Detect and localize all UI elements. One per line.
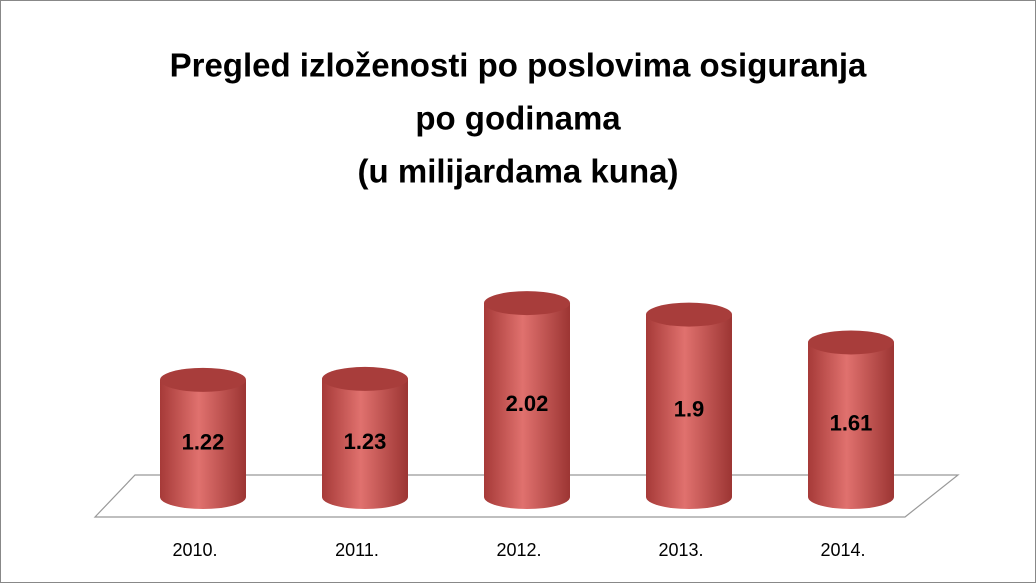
cylinder-top	[808, 330, 894, 355]
chart-title: po godinama	[415, 100, 621, 137]
value-label: 1.22	[182, 429, 225, 454]
x-tick-label: 2014.	[820, 540, 865, 560]
x-tick-label: 2012.	[496, 540, 541, 560]
value-label: 1.61	[830, 411, 873, 436]
cylinder	[322, 366, 408, 509]
x-tick-label: 2013.	[658, 540, 703, 560]
plot-area: 1.22 2010. 1.23 2011. 2.02 2012. 1.9 2013. 1.61 2…	[160, 291, 894, 560]
cylinder-top	[484, 291, 570, 316]
cylinder	[484, 291, 570, 509]
cylinder	[160, 367, 246, 509]
value-label: 1.23	[344, 429, 387, 454]
x-tick-label: 2010.	[172, 540, 217, 560]
x-tick-label: 2011.	[335, 540, 379, 560]
cylinder-body	[808, 342, 894, 509]
chart-title: (u milijardama kuna)	[358, 153, 679, 190]
value-label: 2.02	[506, 391, 549, 416]
cylinder-body	[484, 303, 570, 509]
cylinder-body	[322, 378, 408, 509]
cylinder-top	[322, 366, 408, 391]
cylinder-body	[646, 314, 732, 509]
chart-title: Pregled izloženosti po poslovima osigura…	[170, 47, 867, 84]
cylinder-body	[160, 379, 246, 509]
value-label: 1.9	[674, 397, 705, 422]
cylinder-top	[646, 302, 732, 327]
cylinder	[646, 302, 732, 509]
cylinder-top	[160, 367, 246, 392]
cylinder	[808, 330, 894, 509]
title-block: Pregled izloženosti po poslovima osigura…	[170, 47, 867, 190]
